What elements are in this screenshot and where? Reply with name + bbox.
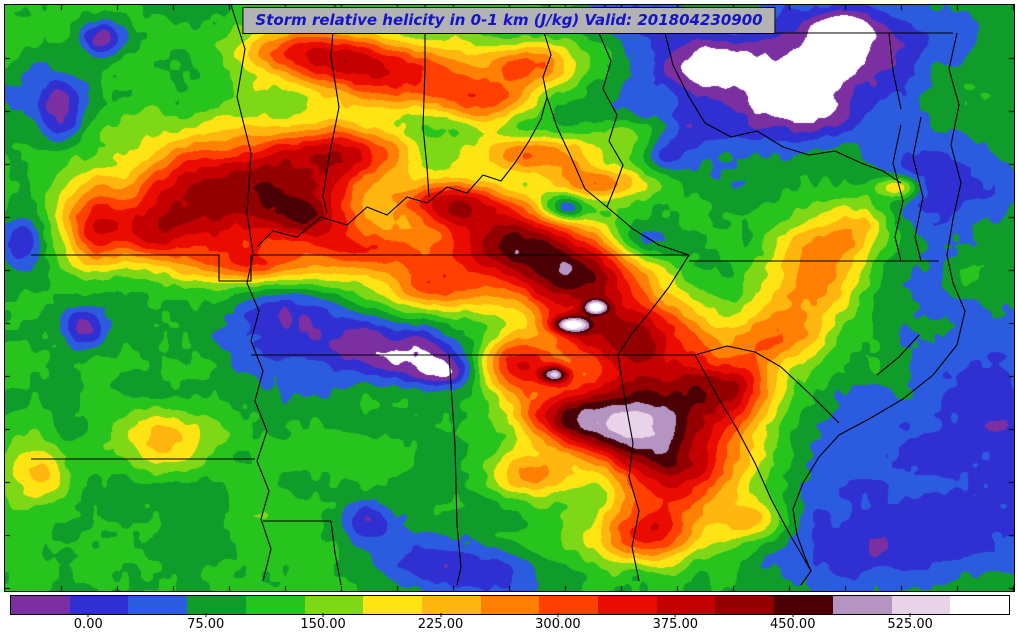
colorbar-tick-label: 450.00 xyxy=(769,617,816,632)
colorbar-segment xyxy=(245,596,305,614)
colorbar-tick-label: 300.00 xyxy=(535,617,581,632)
colorbar-segment xyxy=(832,596,892,614)
colorbar-segment xyxy=(656,596,716,614)
colorbar-tick-mark xyxy=(440,613,441,617)
colorbar-segment xyxy=(950,596,1009,614)
colorbar-segment xyxy=(598,596,657,614)
colorbar-tick-label: 0.00 xyxy=(73,617,103,632)
colorbar-segment xyxy=(539,596,599,614)
colorbar-segment xyxy=(128,596,188,614)
map-title: Storm relative helicity in 0-1 km (J/kg)… xyxy=(242,7,776,34)
colorbar-tick-label: 525.00 xyxy=(887,617,933,632)
colorbar-tick-label: 75.00 xyxy=(187,617,225,632)
colorbar-segment xyxy=(715,596,775,614)
colorbar xyxy=(10,595,1010,615)
colorbar-tick-mark xyxy=(909,613,911,617)
colorbar-tick-mark xyxy=(557,613,559,617)
colorbar-segment xyxy=(304,596,364,614)
colorbar-segment xyxy=(11,596,70,614)
colorbar-segment xyxy=(480,596,540,614)
colorbar-segment xyxy=(363,596,422,614)
helicity-field-canvas xyxy=(5,5,1014,591)
colorbar-tick-label: 150.00 xyxy=(300,617,346,632)
colorbar-tick-mark xyxy=(792,613,794,617)
colorbar-segment xyxy=(891,596,951,614)
map-frame xyxy=(4,4,1015,592)
colorbar-segment xyxy=(69,596,129,614)
colorbar-tick-mark xyxy=(322,613,324,617)
colorbar-segment xyxy=(774,596,833,614)
colorbar-tick-mark xyxy=(674,613,676,617)
colorbar-tick-label: 225.00 xyxy=(417,617,464,632)
colorbar-segment xyxy=(421,596,481,614)
colorbar-tick-label: 375.00 xyxy=(652,617,699,632)
colorbar-tick-mark xyxy=(205,613,207,617)
colorbar-tick-labels: 0.00 75.00 150.00 225.00 300.00 375.00 450.00 5… xyxy=(10,613,1008,633)
colorbar-segment xyxy=(187,596,246,614)
colorbar-tick-mark xyxy=(87,613,89,617)
